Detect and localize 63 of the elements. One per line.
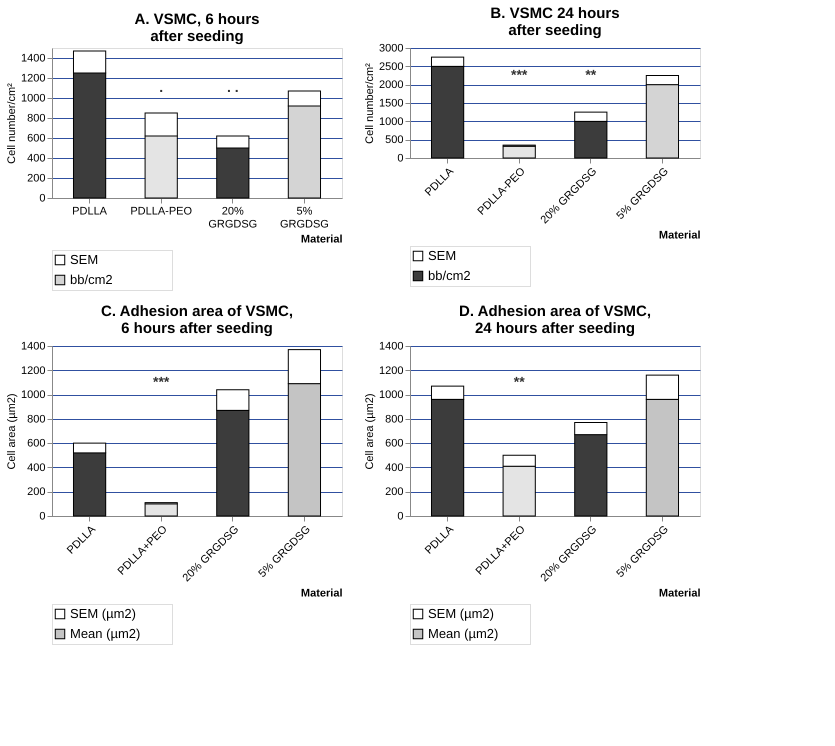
chart-title: D. Adhesion area of VSMC, 24 hours after seeding xyxy=(459,303,651,337)
legend-label: bb/cm2 xyxy=(70,272,113,287)
bar xyxy=(502,146,536,158)
x-axis-title: Material xyxy=(658,588,700,600)
y-axis-title: Cell area (µm2) xyxy=(364,393,376,470)
y-tick-label: 2500 xyxy=(379,60,404,73)
x-tick-label: 5% GRGDSG xyxy=(280,206,329,230)
y-tick-label: 1000 xyxy=(21,389,46,402)
annotation: . . xyxy=(226,79,239,95)
y-tick-label: 1000 xyxy=(21,92,46,104)
y-tick-label: 1200 xyxy=(21,364,46,377)
chart-title: A. VSMC, 6 hours after seeding xyxy=(134,11,260,45)
y-tick-label: 1400 xyxy=(379,340,404,352)
y-axis-title: Cell number/cm² xyxy=(364,62,376,144)
y-tick-label: 800 xyxy=(27,112,46,124)
legend-label: Mean (µm2) xyxy=(428,626,498,641)
legend-label: SEM xyxy=(70,252,98,267)
y-tick-label: 400 xyxy=(385,462,404,474)
annotation: ** xyxy=(514,373,526,390)
annotation: *** xyxy=(153,373,170,390)
y-tick-label: 1000 xyxy=(379,389,404,402)
y-tick-label: 800 xyxy=(27,413,46,426)
x-tick-label: PDLLA xyxy=(72,206,108,218)
legend-label: Mean (µm2) xyxy=(70,626,140,641)
y-tick-label: 0 xyxy=(397,152,404,164)
legend-label: SEM (µm2) xyxy=(428,606,494,621)
y-tick-label: 400 xyxy=(27,152,46,164)
y-tick-label: 800 xyxy=(385,413,404,426)
y-tick-label: 1400 xyxy=(21,52,46,64)
x-tick-label: 20% GRGDSG xyxy=(208,206,258,230)
chart-title: C. Adhesion area of VSMC, 6 hours after seeding xyxy=(101,303,293,337)
x-axis-title: Material xyxy=(300,588,342,600)
y-axis-title: Cell number/cm² xyxy=(6,82,18,164)
y-tick-label: 0 xyxy=(397,510,404,522)
chart-title: B. VSMC 24 hours after seeding xyxy=(490,5,620,39)
legend-label: bb/cm2 xyxy=(428,268,471,283)
annotation: . xyxy=(159,79,164,95)
x-tick-label: PDLLA-PEO xyxy=(130,206,193,218)
y-tick-label: 200 xyxy=(385,486,404,498)
x-axis-title: Material xyxy=(658,230,700,242)
y-tick-label: 500 xyxy=(385,134,404,146)
y-tick-label: 2000 xyxy=(379,79,404,92)
y-tick-label: 1000 xyxy=(379,116,404,128)
y-tick-label: 1500 xyxy=(379,98,404,110)
legend-label: SEM (µm2) xyxy=(70,606,136,621)
bar xyxy=(144,503,178,516)
annotation: *** xyxy=(511,66,528,82)
y-tick-label: 1400 xyxy=(21,340,46,352)
x-axis-title: Material xyxy=(300,234,342,246)
y-tick-label: 600 xyxy=(27,438,46,450)
y-axis-title: Cell area (µm2) xyxy=(6,393,18,470)
y-tick-label: 200 xyxy=(27,486,46,498)
y-tick-label: 0 xyxy=(39,510,46,522)
y-tick-label: 3000 xyxy=(379,42,404,54)
y-tick-label: 1200 xyxy=(379,364,404,377)
y-tick-label: 0 xyxy=(39,192,46,204)
y-tick-label: 400 xyxy=(27,462,46,474)
y-tick-label: 1200 xyxy=(21,72,46,84)
y-tick-label: 600 xyxy=(27,132,46,144)
y-tick-label: 200 xyxy=(27,172,46,184)
annotation: ** xyxy=(585,66,597,82)
y-tick-label: 600 xyxy=(385,438,404,450)
legend-label: SEM xyxy=(428,248,456,263)
